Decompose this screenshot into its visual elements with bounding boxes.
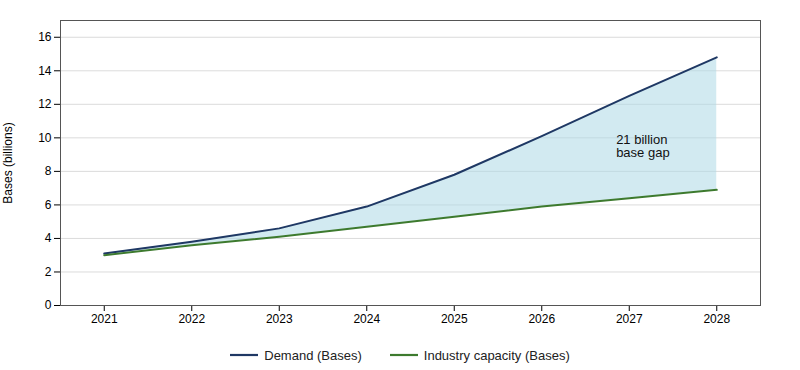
svg-text:Bases (billions): Bases (billions) <box>1 122 15 203</box>
svg-text:2022: 2022 <box>178 312 205 326</box>
html-text:Industry capacity (Bases): Industry capacity (Bases) <box>423 347 570 363</box>
svg-text:2027: 2027 <box>616 312 643 326</box>
svg-text:2023: 2023 <box>266 312 293 326</box>
svg-text:4: 4 <box>45 231 52 245</box>
svg-text:2021: 2021 <box>91 312 118 326</box>
svg-text:16: 16 <box>38 30 52 44</box>
svg-text:2024: 2024 <box>353 312 380 326</box>
svg-text:6: 6 <box>45 198 52 212</box>
svg-text:2: 2 <box>45 265 52 279</box>
svg-text:0: 0 <box>45 298 52 312</box>
svg-text:2028: 2028 <box>703 312 730 326</box>
svg-text:2026: 2026 <box>528 312 555 326</box>
html-text:Demand (Bases): Demand (Bases) <box>264 347 362 363</box>
svg-text:10: 10 <box>38 131 52 145</box>
svg-text:8: 8 <box>45 164 52 178</box>
svg-text:14: 14 <box>38 64 52 78</box>
svg-text:12: 12 <box>38 97 52 111</box>
svg-text:2025: 2025 <box>441 312 468 326</box>
svg-text:21 billionbase gap: 21 billionbase gap <box>616 132 670 160</box>
